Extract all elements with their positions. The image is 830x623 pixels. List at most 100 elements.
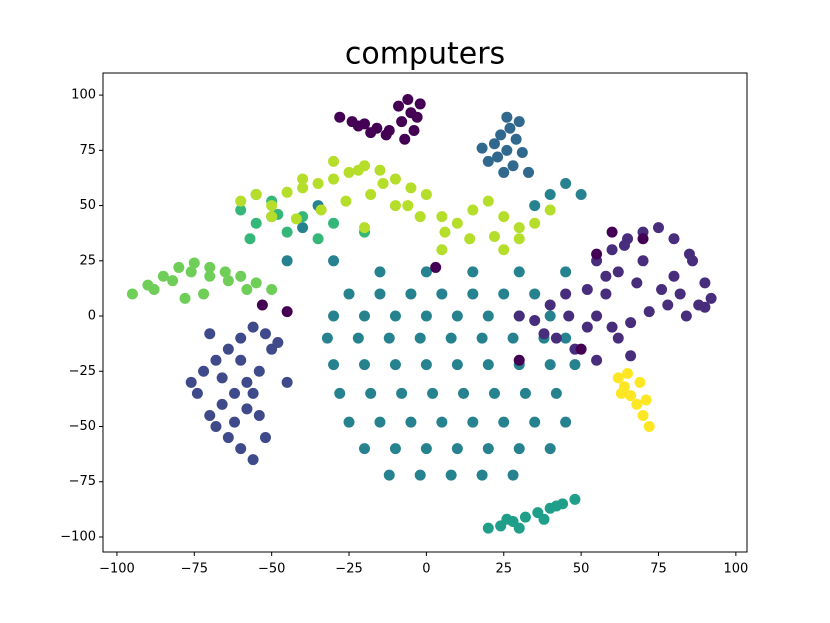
point [615,387,627,399]
point [405,182,417,194]
y-tick-label: 25 [79,253,96,268]
point [560,288,572,300]
point [414,98,426,110]
point [501,111,513,123]
point [529,200,541,212]
point [507,332,519,344]
point [606,226,618,238]
y-tick-label: 0 [88,309,96,324]
point [167,275,179,287]
point [538,328,550,340]
point [173,261,185,273]
point [250,277,262,289]
point [198,288,210,300]
point [389,310,401,322]
point [334,387,346,399]
point [529,416,541,428]
point [414,211,426,223]
point [312,177,324,189]
point [247,321,259,333]
point [281,376,293,388]
point [622,367,634,379]
point [352,120,364,132]
point [560,177,572,189]
point [652,222,664,234]
point [451,310,463,322]
point [482,443,494,455]
point [498,244,510,256]
point [374,416,386,428]
point [266,211,278,223]
point [244,233,256,245]
point [662,299,674,311]
point [328,155,340,167]
y-tick-label: 50 [79,198,96,213]
point [451,359,463,371]
point [312,233,324,245]
point [328,217,340,229]
point [637,255,649,267]
point [606,244,618,256]
point [498,288,510,300]
point [374,164,386,176]
chart-title: computers [345,37,505,72]
point [290,213,302,225]
point [253,365,265,377]
point [581,321,593,333]
point [699,301,711,313]
point [420,189,432,201]
point [464,233,476,245]
point [247,387,259,399]
point [575,189,587,201]
point [631,277,643,289]
point [352,332,364,344]
point [383,332,395,344]
point [467,204,479,216]
point [185,266,197,278]
point [544,443,556,455]
point [204,409,216,421]
y-tick-label: 75 [79,143,96,158]
point [612,372,624,384]
x-tick-label: 25 [495,562,512,577]
point [612,266,624,278]
point [420,443,432,455]
point [191,387,203,399]
point [513,116,525,128]
point [389,200,401,212]
point [235,354,247,366]
point [581,284,593,296]
point [640,394,652,406]
point [266,284,278,296]
point [516,147,528,159]
point [389,173,401,185]
point [365,189,377,201]
point [504,122,516,134]
point [458,387,470,399]
point [157,270,169,282]
point [402,94,414,106]
point [198,365,210,377]
point [507,160,519,172]
point [482,359,494,371]
point [643,421,655,433]
point [563,310,575,322]
y-tick-label: −50 [69,419,96,434]
point [235,270,247,282]
point [445,469,457,481]
point [393,100,405,112]
point [358,443,370,455]
point [488,230,500,242]
point [634,376,646,388]
x-tick-label: −50 [258,562,285,577]
point [560,332,572,344]
point [513,233,525,245]
point [352,164,364,176]
point [365,127,377,139]
point [315,204,327,216]
point [204,328,216,340]
point [451,217,463,229]
point [488,387,500,399]
point [389,443,401,455]
